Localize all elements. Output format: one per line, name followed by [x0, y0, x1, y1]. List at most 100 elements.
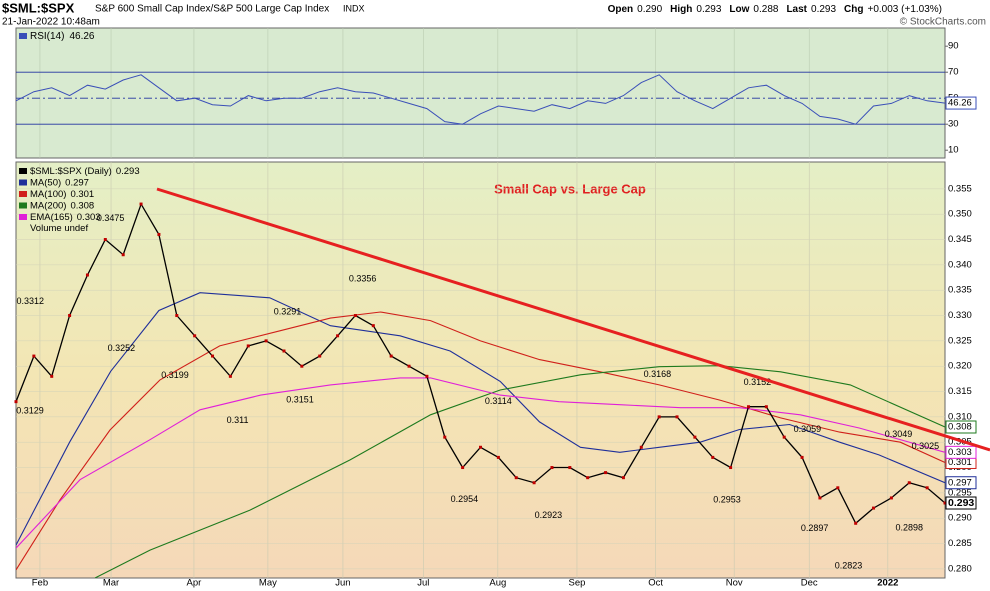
rsi-line — [16, 74, 945, 125]
price-point — [711, 455, 715, 459]
legend-entry: MA(100) 0.301 — [30, 189, 94, 200]
y-tick-label: 0.285 — [948, 538, 972, 549]
price-point — [407, 364, 411, 368]
legend-name: $SML:$SPX (Daily) — [30, 166, 112, 177]
price-point — [139, 202, 143, 206]
rsi-label: RSI(14) 46.26 — [30, 31, 95, 42]
price-point — [85, 273, 89, 277]
price-point — [675, 415, 679, 419]
price-point — [68, 314, 72, 318]
rsi-tick-label: 30 — [948, 119, 959, 130]
price-point — [657, 415, 661, 419]
legend-swatch — [19, 179, 27, 186]
x-tick-label: Jul — [417, 578, 429, 589]
legend-name: MA(50) — [30, 177, 61, 188]
last-value-box — [945, 496, 977, 510]
price-point — [854, 521, 858, 525]
legend-swatch — [19, 202, 27, 209]
y-tick-label: 0.355 — [948, 183, 972, 194]
price-point — [586, 476, 590, 480]
quote-label: High — [670, 4, 692, 15]
y-tick-label: 0.320 — [948, 361, 972, 372]
x-tick-label: 2022 — [877, 578, 898, 589]
y-tick-label: 0.295 — [948, 487, 972, 498]
price-point — [496, 455, 500, 459]
quote-label: Last — [786, 4, 807, 15]
last-value-label: 46.26 — [948, 98, 972, 109]
legend-swatch — [19, 168, 27, 174]
extreme-label: 0.2897 — [801, 523, 829, 533]
legend-value: 0.293 — [116, 166, 140, 177]
extreme-label: 0.3025 — [912, 441, 940, 451]
price-point — [336, 334, 340, 338]
x-tick-label: Sep — [569, 578, 586, 589]
rsi-name: RSI(14) — [30, 31, 64, 42]
price-point — [211, 354, 215, 358]
extreme-label: 0.3114 — [485, 396, 512, 406]
trend-line — [156, 187, 990, 452]
price-point — [282, 349, 286, 353]
quote-label: Chg — [844, 4, 863, 15]
x-tick-label: Apr — [187, 578, 202, 589]
y-tick-label: 0.305 — [948, 437, 972, 448]
y-tick-label: 0.340 — [948, 259, 972, 270]
extreme-label: 0.3049 — [885, 429, 913, 439]
price-point — [693, 435, 697, 439]
price-point — [389, 354, 393, 358]
rsi-tick-label: 10 — [948, 145, 959, 156]
legend-value: 0.297 — [65, 177, 89, 188]
price-point — [300, 364, 304, 368]
legend-name: EMA(165) — [30, 212, 73, 223]
price-point — [872, 506, 876, 510]
price-point — [818, 496, 822, 500]
ma-line — [94, 365, 945, 578]
extreme-label: 0.3151 — [286, 394, 314, 404]
last-value-label: 0.297 — [948, 477, 972, 488]
price-point — [532, 481, 536, 485]
legend-value: 0.303 — [77, 212, 101, 223]
extreme-label: 0.3356 — [349, 274, 377, 284]
legend-volume: Volume undef — [30, 223, 88, 234]
x-tick-label: Dec — [801, 578, 818, 589]
extreme-label: 0.2923 — [535, 510, 563, 520]
quote-value: +0.003 (+1.03%) — [868, 4, 943, 15]
y-tick-label: 0.335 — [948, 285, 972, 296]
extreme-label: 0.2823 — [835, 561, 863, 571]
last-value-box — [945, 96, 977, 110]
last-value-label: 0.308 — [948, 422, 972, 433]
y-tick-label: 0.280 — [948, 563, 972, 574]
x-tick-label: May — [259, 578, 277, 589]
extreme-label: 0.3475 — [97, 213, 125, 223]
price-point — [246, 344, 250, 348]
y-tick-label: 0.315 — [948, 386, 972, 397]
extreme-label: 0.3312 — [17, 296, 45, 306]
extreme-label: 0.3059 — [794, 424, 822, 434]
last-value-box — [945, 476, 977, 490]
price-point — [479, 445, 482, 449]
y-tick-label: 0.330 — [948, 310, 972, 321]
x-tick-label: Mar — [103, 578, 119, 589]
copyright: © StockCharts.com — [900, 17, 986, 28]
last-value-box — [945, 420, 977, 434]
legend-entry: MA(50) 0.297 — [30, 177, 89, 188]
y-tick-label: 0.310 — [948, 411, 972, 422]
price-point — [800, 455, 804, 459]
last-value-box — [945, 445, 977, 459]
price-point — [746, 405, 750, 409]
legend-entry: $SML:$SPX (Daily) 0.293 — [30, 166, 140, 177]
quote-label: Open — [608, 4, 634, 15]
rsi-swatch — [19, 33, 27, 39]
price-point — [103, 238, 107, 242]
extreme-label: 0.3152 — [744, 377, 772, 387]
quote-value: 0.288 — [753, 4, 778, 15]
quote-value: 0.293 — [696, 4, 721, 15]
last-value-label: 0.301 — [948, 457, 972, 468]
x-tick-label: Feb — [32, 578, 48, 589]
ma-line — [16, 311, 945, 571]
price-point — [318, 354, 322, 358]
rsi-panel — [15, 27, 946, 159]
price-point — [443, 435, 447, 439]
y-tick-label: 0.345 — [948, 234, 972, 245]
price-point — [14, 400, 18, 404]
x-tick-label: Aug — [489, 578, 506, 589]
